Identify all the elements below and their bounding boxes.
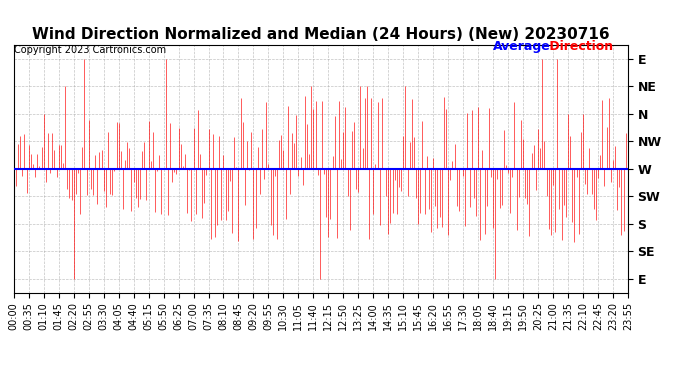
Text: Copyright 2023 Cartronics.com: Copyright 2023 Cartronics.com	[14, 45, 166, 55]
Text: Average: Average	[493, 40, 551, 53]
Title: Wind Direction Normalized and Median (24 Hours) (New) 20230716: Wind Direction Normalized and Median (24…	[32, 27, 610, 42]
Text: Direction: Direction	[545, 40, 613, 53]
